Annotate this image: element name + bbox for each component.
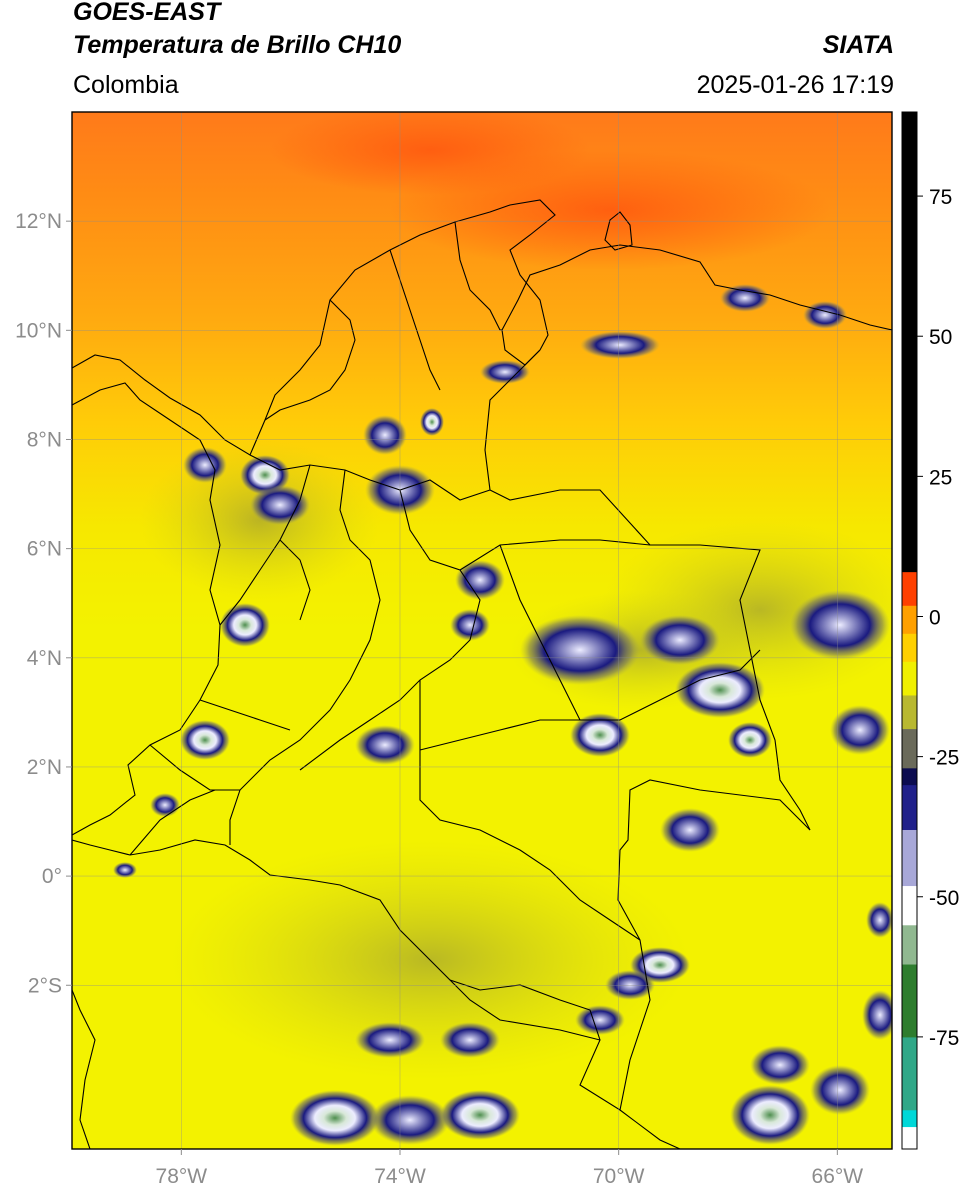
colorbar-tick-label: 50 [929, 326, 952, 349]
colorbar-tick-label: 0 [929, 606, 941, 629]
lon-tick-label: 66°W [812, 1165, 864, 1188]
lat-tick-label: 10°N [15, 319, 62, 342]
colorbar-segment [902, 661, 917, 696]
title-satellite: GOES-EAST [73, 0, 221, 26]
timestamp-label: 2025-01-26 17:19 [696, 71, 894, 99]
colorbar-tick-label: 75 [929, 186, 952, 209]
brand-label: SIATA [822, 31, 894, 59]
borders-layer [72, 199, 892, 1149]
colorbar-tick-label: -50 [929, 887, 959, 910]
lat-tick-label: 2°N [27, 756, 62, 779]
colorbar-segment [902, 112, 917, 573]
colorbar-segment [902, 605, 917, 634]
lat-tick-label: 8°N [27, 428, 62, 451]
lat-tick-label: 12°N [15, 210, 62, 233]
peru-brazil-border [449, 979, 681, 1149]
coastline-pacific [72, 382, 221, 836]
colorbar-tick-label: 25 [929, 466, 952, 489]
colorbar-segment [902, 728, 917, 769]
coastline-paraguana [604, 211, 633, 251]
colorbar-tick-label: -25 [929, 747, 959, 770]
colorbar-segment [902, 571, 917, 606]
colombia-border-east [484, 349, 811, 831]
colorbar-segment [902, 694, 917, 730]
colorbar-segment [902, 767, 917, 786]
lon-tick-label: 70°W [593, 1165, 645, 1188]
colorbar-segment [902, 964, 917, 1038]
map-area [72, 112, 892, 1149]
colorbar-frame [901, 111, 918, 1150]
colorbar-segment [902, 1036, 917, 1111]
region-label: Colombia [73, 71, 179, 99]
colorbar: 75 50 25 0 -25 -50 -75 [901, 111, 959, 1150]
lon-tick-label: 74°W [374, 1165, 426, 1188]
colombia-border-south [72, 779, 811, 1111]
lon-tick-label: 78°W [156, 1165, 208, 1188]
colorbar-segment [902, 784, 917, 830]
colorbar-segment [902, 1109, 917, 1128]
colorbar-segment [902, 924, 917, 965]
lat-tick-label: 0° [42, 865, 62, 888]
graticule [72, 112, 892, 1149]
lat-tick-label: 2°S [28, 974, 62, 997]
colorbar-tick-label: -75 [929, 1027, 959, 1050]
colorbar-segment [902, 829, 917, 887]
coastline-venezuela [501, 244, 892, 366]
colorbar-segment [902, 885, 917, 926]
department-borders [129, 221, 761, 941]
coastline-ecuador [72, 989, 96, 1149]
coastline-caribbean [72, 199, 556, 456]
warm-area [270, 112, 590, 195]
colorbar-segment [902, 633, 917, 662]
lat-tick-label: 6°N [27, 538, 62, 561]
lat-tick-label: 4°N [27, 647, 62, 670]
longitude-ticks: 78°W 74°W 70°W 66°W [156, 1149, 864, 1188]
map-frame [71, 111, 893, 1150]
colorbar-segment [902, 1126, 917, 1150]
title-product: Temperatura de Brillo CH10 [73, 31, 402, 59]
latitude-ticks: 12°N 10°N 8°N 6°N 4°N 2°N 0° 2°S [15, 210, 72, 997]
